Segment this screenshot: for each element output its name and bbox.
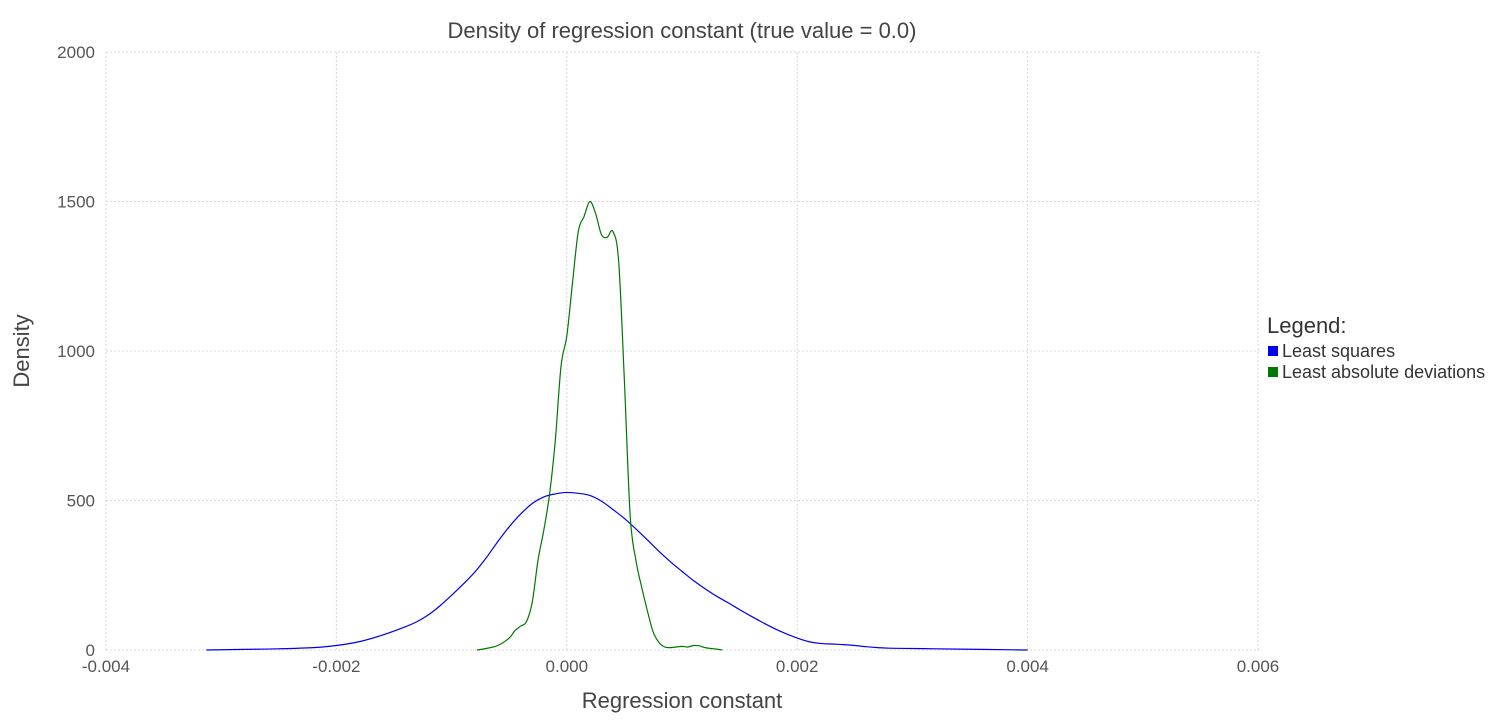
x-tick-label: 0.004 <box>1006 657 1049 676</box>
y-axis-title: Density <box>9 314 34 387</box>
legend-swatch <box>1268 346 1278 356</box>
series-line-least-squares <box>206 491 1028 651</box>
legend-entry-label: Least absolute deviations <box>1282 362 1485 382</box>
x-tick-label: -0.002 <box>312 657 360 676</box>
chart-title: Density of regression constant (true val… <box>448 18 917 43</box>
legend-swatch <box>1268 367 1278 377</box>
y-tick-label: 1000 <box>57 342 95 361</box>
grid <box>105 51 1262 651</box>
series-layer <box>206 200 1028 651</box>
x-axis-ticks: -0.004 -0.002 0.000 0.002 0.004 0.006 <box>82 657 1279 676</box>
x-tick-label: -0.004 <box>82 657 130 676</box>
y-tick-label: 2000 <box>57 43 95 62</box>
series-line-least-absolute-deviations <box>476 200 723 651</box>
y-tick-label: 0 <box>86 641 95 660</box>
legend-entry-label: Least squares <box>1282 341 1395 361</box>
x-axis-title: Regression constant <box>582 688 783 713</box>
y-tick-label: 500 <box>67 492 95 511</box>
y-axis-ticks: 0 500 1000 1500 2000 <box>57 43 95 660</box>
x-tick-label: 0.000 <box>546 657 589 676</box>
x-tick-label: 0.006 <box>1237 657 1280 676</box>
x-tick-label: 0.002 <box>776 657 819 676</box>
legend-title: Legend: <box>1267 313 1347 338</box>
y-tick-label: 1500 <box>57 193 95 212</box>
